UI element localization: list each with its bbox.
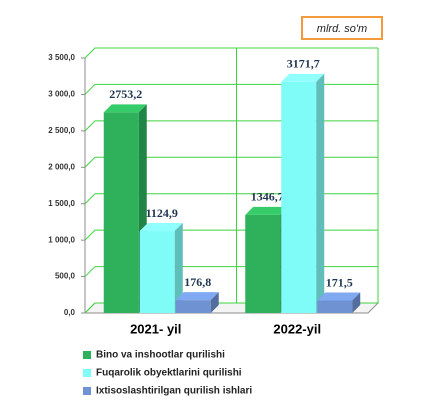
- legend-swatch: [83, 387, 91, 395]
- value-label: 2753,2: [109, 87, 142, 101]
- bar-top: [139, 223, 183, 232]
- bar-front: [139, 231, 175, 313]
- y-tick-label: 1 500,0: [48, 199, 75, 208]
- legend-label: Bino va inshootlar qurilishi: [96, 350, 225, 361]
- bar-top: [245, 206, 289, 215]
- bar-front: [175, 300, 211, 313]
- bar-front: [245, 214, 281, 313]
- value-label: 1124,9: [146, 206, 178, 220]
- bar-side: [210, 292, 219, 313]
- bar-top: [281, 73, 325, 82]
- bar-side: [316, 73, 325, 313]
- x-tick-label: 2022-yil: [273, 321, 321, 336]
- value-label: 171,5: [326, 275, 353, 289]
- legend-swatch: [83, 351, 91, 359]
- legend-label: Fuqarolik obyektlarini qurilishi: [96, 368, 242, 379]
- bar: [175, 292, 219, 313]
- bar-front: [317, 300, 353, 313]
- bar: [139, 223, 183, 313]
- bar-side: [174, 223, 183, 313]
- bar-front: [103, 112, 139, 313]
- y-tick-label: 0,0: [64, 308, 76, 317]
- y-tick-label: 2 000,0: [48, 162, 75, 171]
- bar-top: [103, 104, 147, 113]
- y-tick-label: 3 000,0: [48, 90, 75, 99]
- value-label: 1346,7: [251, 190, 284, 204]
- legend-swatch: [83, 369, 91, 377]
- y-tick-label: 1 000,0: [48, 235, 75, 244]
- value-label: 3171,7: [287, 57, 320, 71]
- bar-top: [317, 292, 361, 301]
- bar: [317, 292, 361, 313]
- y-tick-label: 2 500,0: [48, 126, 75, 135]
- bar: [281, 73, 325, 313]
- x-tick-label: 2021- yil: [130, 321, 181, 336]
- legend-label: Ixtisoslashtirilgan qurilish ishlari: [96, 386, 252, 397]
- value-label: 176,8: [184, 275, 211, 289]
- grid-line: [84, 47, 378, 59]
- unit-label: mlrd. so'm: [317, 23, 367, 35]
- y-tick-label: 3 500,0: [48, 53, 75, 62]
- y-tick-label: 500,0: [55, 272, 76, 281]
- bar-top: [175, 292, 219, 301]
- unit-box: [301, 16, 383, 40]
- bar-side: [352, 292, 361, 313]
- bar-front: [281, 81, 317, 313]
